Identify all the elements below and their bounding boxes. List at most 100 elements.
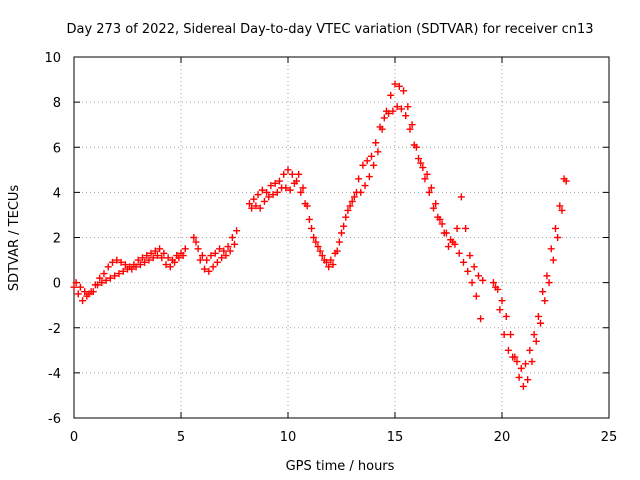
data-point [547,245,555,253]
data-point [231,240,238,248]
x-tick-label: 15 [387,430,404,445]
data-point [346,202,354,210]
data-point [153,252,161,260]
data-point [228,234,236,241]
data-point [402,112,410,120]
data-point [395,82,403,90]
data-point [147,249,155,257]
data-point [226,247,234,255]
data-point [532,337,540,345]
data-point [314,243,322,251]
data-point [534,312,542,320]
data-point [222,252,230,260]
data-point [526,346,534,354]
data-point [417,159,425,167]
data-point [329,261,337,269]
data-point [211,249,219,257]
data-point [162,261,170,269]
data-point [374,148,382,156]
data-point [327,256,335,264]
data-point [472,292,480,300]
data-point [310,234,318,241]
data-point [308,224,316,232]
data-point [98,279,106,287]
data-point [260,197,268,205]
data-point [436,215,444,223]
x-tick-label: 25 [601,430,618,445]
data-point [138,254,146,262]
data-points [70,80,570,390]
chart-title: Day 273 of 2022, Sidereal Day-to-day VTE… [66,22,593,37]
data-point [404,103,412,111]
data-point [290,179,298,187]
data-point [295,170,303,178]
data-point [333,247,341,255]
data-point [539,288,547,296]
data-point [365,173,373,181]
data-point [115,270,123,278]
data-point [502,312,510,320]
data-point [128,265,136,273]
data-point [335,238,343,246]
data-point [391,80,399,88]
data-point [440,229,448,237]
data-point [205,267,213,275]
y-tick-label: -2 [48,322,61,337]
data-point [389,107,397,115]
data-point [479,276,487,284]
data-point [166,263,174,271]
data-point [554,234,562,241]
data-point [256,204,264,212]
data-point [79,297,87,305]
data-point [213,258,221,266]
data-point [201,265,209,273]
data-point [209,263,217,271]
data-point [220,247,228,255]
data-point [318,252,326,260]
data-point [560,175,568,183]
data-point [72,279,80,287]
data-point [194,245,202,253]
data-point [117,258,125,266]
data-point [477,315,485,323]
data-point [224,243,232,251]
data-point [445,243,452,251]
data-point [470,263,478,271]
data-point [171,258,179,266]
data-point [119,267,127,275]
data-point [102,276,110,284]
data-point [372,139,380,147]
data-point [359,161,367,169]
data-point [96,274,104,282]
data-point [517,364,525,372]
data-point [143,252,151,260]
data-point [537,319,545,327]
data-point [132,263,140,271]
x-tick-label: 20 [494,430,511,445]
data-point [556,202,564,210]
y-tick-label: 0 [53,277,61,292]
data-point [196,256,204,264]
data-point [192,238,200,246]
data-point [380,114,388,122]
data-point [134,256,142,264]
data-point [363,157,371,165]
data-point [325,263,333,271]
data-point [85,290,93,298]
data-point [160,249,168,257]
data-point [273,188,281,196]
data-point [498,297,506,305]
data-point [149,254,157,262]
data-point [258,186,266,194]
data-point [543,272,551,280]
data-point [528,358,536,366]
data-point [216,245,224,253]
data-point [121,261,129,269]
data-point [203,256,211,264]
data-point [415,155,423,163]
data-point [355,175,363,183]
data-point [94,281,102,289]
data-point [492,283,500,291]
data-point [233,227,241,235]
data-point [504,346,512,354]
